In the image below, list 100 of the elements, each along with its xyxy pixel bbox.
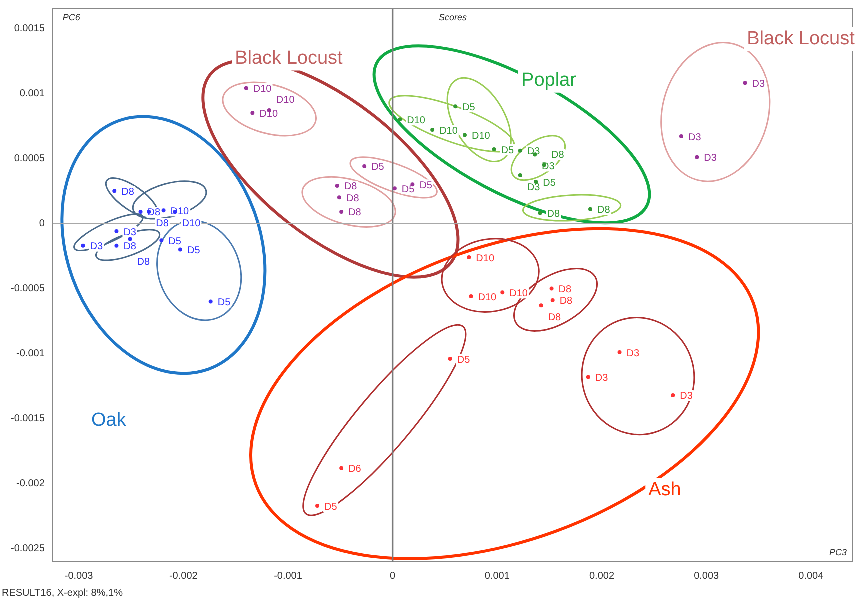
x-axis-title: PC3 <box>829 548 847 558</box>
point <box>462 133 467 138</box>
point <box>162 208 166 213</box>
annotation: Poplar <box>522 70 578 92</box>
point <box>138 210 143 214</box>
point <box>335 184 340 188</box>
data-label: D10 <box>510 288 528 300</box>
y-tick-label: 0.0005 <box>14 153 46 164</box>
x-tick-label: 0.002 <box>589 570 615 582</box>
point <box>518 174 522 178</box>
data-label: D3 <box>752 78 766 90</box>
point <box>743 81 748 86</box>
data-label: D5 <box>420 180 433 192</box>
data-label: D8 <box>137 257 151 268</box>
data-label: D10 <box>476 253 495 264</box>
data-label: D3 <box>527 182 541 194</box>
data-label: D5 <box>168 236 182 248</box>
point <box>398 118 402 122</box>
data-label: D5 <box>218 298 232 309</box>
point <box>518 148 522 153</box>
point <box>114 244 119 248</box>
annotation: Ash <box>648 479 682 500</box>
data-label: D3 <box>704 153 718 164</box>
point <box>671 393 676 398</box>
data-label: D3 <box>527 146 541 158</box>
data-label: D3 <box>90 242 104 253</box>
point <box>695 155 700 160</box>
data-label: D10 <box>478 292 498 304</box>
data-label: D8 <box>124 242 137 253</box>
y-tick-label: 0.001 <box>20 88 46 100</box>
data-label: D10 <box>440 126 458 137</box>
point <box>244 86 248 90</box>
data-label: D3 <box>688 132 702 144</box>
point <box>208 300 213 304</box>
data-label: D5 <box>372 162 385 174</box>
x-tick-label: 0.001 <box>484 570 510 582</box>
data-label: D5 <box>543 178 556 189</box>
data-label: D8 <box>597 205 611 216</box>
x-tick-label: 0.003 <box>694 570 720 582</box>
data-label: D5 <box>457 354 471 366</box>
data-label: D10 <box>253 84 272 96</box>
x-tick-label: -0.003 <box>64 570 94 582</box>
data-label: D10 <box>276 95 296 106</box>
y-tick-label: -0.0015 <box>10 414 46 425</box>
point <box>340 466 344 470</box>
y-tick-label: -0.0005 <box>10 284 46 295</box>
annotation: Black Locust <box>235 48 344 70</box>
data-label: D8 <box>344 182 358 193</box>
point <box>550 298 555 302</box>
y-tick-label: -0.0025 <box>10 544 46 555</box>
point <box>81 244 86 248</box>
point <box>430 128 435 132</box>
data-label: D10 <box>170 206 190 218</box>
x-tick-label: -0.002 <box>169 570 198 582</box>
chart-title: Scores <box>438 12 468 22</box>
point <box>128 237 132 242</box>
point <box>337 196 342 200</box>
point <box>362 164 367 168</box>
data-label: D3 <box>542 161 556 172</box>
point <box>448 357 452 362</box>
data-label: D8 <box>547 209 561 220</box>
y-tick-label: -0.001 <box>16 348 46 360</box>
data-label: D5 <box>501 145 514 156</box>
x-tick-label: -0.001 <box>274 570 303 582</box>
data-label: D5 <box>188 245 201 256</box>
data-label: D8 <box>548 312 562 324</box>
point <box>500 290 505 295</box>
point <box>538 211 542 216</box>
point <box>588 207 592 212</box>
point <box>454 104 458 109</box>
point <box>492 148 496 152</box>
data-label: D3 <box>680 391 694 402</box>
annotation: Black Locust <box>747 28 856 50</box>
data-label: D5 <box>462 102 476 114</box>
data-label: D3 <box>595 372 609 384</box>
point <box>586 375 590 380</box>
point <box>316 504 320 508</box>
point <box>618 350 622 355</box>
point <box>467 256 472 260</box>
data-label: D3 <box>124 227 137 238</box>
data-label: D5 <box>324 502 338 513</box>
data-label: D8 <box>558 284 572 296</box>
data-label: D10 <box>472 130 491 142</box>
y-axis-title: PC6 <box>62 12 80 22</box>
y-tick-label: -0.002 <box>16 478 46 490</box>
data-label: D8 <box>156 218 170 230</box>
data-label: D8 <box>560 296 574 308</box>
point <box>679 134 684 139</box>
point <box>539 304 544 308</box>
point <box>178 248 183 252</box>
point <box>392 186 397 191</box>
x-tick-label: 0.004 <box>798 570 824 582</box>
point <box>550 286 554 291</box>
x-tick-label: 0 <box>390 570 396 582</box>
point <box>340 210 344 214</box>
point <box>250 111 255 116</box>
point <box>160 238 164 243</box>
data-label: D10 <box>182 218 202 230</box>
data-label: D8 <box>122 186 135 198</box>
data-label: D8 <box>348 208 362 219</box>
